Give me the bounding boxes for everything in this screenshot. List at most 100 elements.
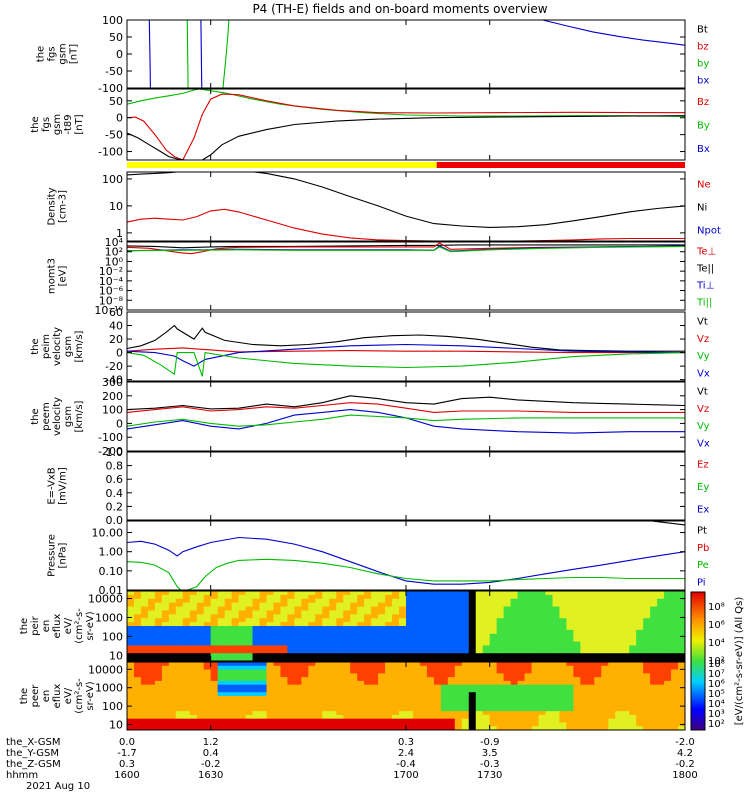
- heatmap-cell: [412, 677, 421, 682]
- heatmap-cell: [280, 618, 288, 623]
- heatmap-cell: [406, 703, 414, 708]
- heatmap-cell: [161, 594, 170, 600]
- heatmap-cell: [168, 606, 177, 611]
- heatmap-cell: [454, 657, 463, 662]
- heatmap-cell: [273, 602, 281, 608]
- series-line-pressure-1: [127, 558, 685, 590]
- heatmap-cell: [615, 594, 623, 600]
- heatmap-cell: [322, 718, 330, 723]
- heatmap-cell: [447, 645, 456, 650]
- series-line-peim-2: [127, 343, 685, 367]
- heatmap-cell: [615, 677, 623, 682]
- heatmap-cell: [196, 684, 205, 689]
- heatmap-cell: [440, 662, 449, 667]
- heatmap-cell: [315, 707, 323, 712]
- heatmap-cell: [552, 649, 560, 654]
- heatmap-cell: [406, 653, 414, 658]
- heatmap-cell: [636, 610, 644, 615]
- heatmap-cell: [350, 641, 358, 646]
- heatmap-cell: [566, 707, 574, 712]
- heatmap-cell: [161, 714, 170, 720]
- heatmap-cell: [378, 618, 386, 623]
- heatmap-cell: [664, 591, 672, 596]
- heatmap-cell: [357, 629, 365, 635]
- heatmap-cell: [440, 591, 449, 596]
- heatmap-cell: [399, 606, 407, 611]
- heatmap-cell: [552, 606, 560, 611]
- heatmap-cell: [419, 641, 428, 646]
- heatmap-cell: [524, 602, 533, 608]
- heatmap-cell: [650, 726, 658, 731]
- heatmap-cell: [357, 637, 365, 643]
- heatmap-cell: [203, 618, 212, 623]
- heatmap-cell: [336, 629, 344, 635]
- heatmap-cell: [412, 688, 421, 693]
- panel-frame: [126, 381, 686, 452]
- heatmap-cell: [510, 669, 519, 674]
- heatmap-cell: [189, 602, 198, 608]
- heatmap-cell: [224, 711, 233, 716]
- heatmap-cell: [657, 629, 665, 635]
- heatmap-cell: [252, 653, 261, 658]
- heatmap-cell: [385, 711, 393, 716]
- heatmap-cell: [643, 677, 651, 682]
- heatmap-cell: [461, 677, 470, 682]
- heatmap-cell: [615, 591, 623, 596]
- heatmap-cell: [210, 645, 219, 650]
- heatmap-cell: [496, 688, 505, 693]
- heatmap-cell: [385, 591, 393, 596]
- heatmap-cell: [371, 591, 379, 596]
- heatmap-cell: [447, 714, 456, 720]
- heatmap-cell: [294, 662, 302, 667]
- heatmap-cell: [364, 673, 372, 678]
- heatmap-cell: [545, 714, 553, 720]
- heatmap-cell: [196, 653, 205, 658]
- heatmap-cell: [161, 718, 170, 723]
- heatmap-cell: [364, 699, 372, 705]
- heatmap-cell: [454, 633, 463, 639]
- heatmap-cell: [308, 649, 316, 654]
- heatmap-cell: [538, 673, 546, 678]
- heatmap-cell: [643, 665, 651, 671]
- heatmap-cell: [175, 629, 184, 635]
- heatmap-cell: [503, 637, 512, 643]
- heatmap-cell: [552, 641, 560, 646]
- heatmap-cell: [601, 699, 609, 705]
- heatmap-cell: [182, 614, 191, 619]
- heatmap-cell: [629, 598, 637, 604]
- heatmap-cell: [545, 722, 553, 727]
- heatmap-cell: [594, 614, 602, 619]
- heatmap-cell: [392, 696, 400, 701]
- heatmap-cell: [287, 591, 295, 596]
- heatmap-cell: [406, 657, 414, 662]
- heatmap-cell: [336, 703, 344, 708]
- heatmap-cell: [245, 637, 254, 643]
- heatmap-cell: [489, 692, 498, 697]
- heatmap-cell: [280, 692, 288, 697]
- heatmap-cell: [224, 637, 233, 643]
- heatmap-cell: [419, 722, 428, 727]
- heatmap-cell: [210, 696, 219, 701]
- heatmap-cell: [678, 626, 686, 631]
- heatmap-cell: [664, 618, 672, 623]
- heatmap-cell: [252, 707, 261, 712]
- heatmap-cell: [531, 711, 540, 716]
- heatmap-cell: [482, 653, 491, 658]
- heatmap-cell: [622, 598, 630, 604]
- heatmap-cell: [524, 696, 533, 701]
- heatmap-cell: [147, 703, 156, 708]
- heatmap-cell: [364, 594, 372, 600]
- heatmap-cell: [127, 591, 135, 596]
- heatmap-cell: [322, 626, 330, 631]
- heatmap-cell: [636, 649, 644, 654]
- heatmap-cell: [657, 626, 665, 631]
- heatmap-cell: [433, 680, 442, 686]
- heatmap-cell: [510, 633, 519, 639]
- y-axis-label: en: [41, 690, 52, 703]
- heatmap-cell: [127, 598, 135, 604]
- heatmap-cell: [615, 610, 623, 615]
- heatmap-cell: [524, 649, 533, 654]
- heatmap-cell: [531, 707, 540, 712]
- heatmap-cell: [385, 629, 393, 635]
- series-line-fgs-3: [222, 20, 230, 88]
